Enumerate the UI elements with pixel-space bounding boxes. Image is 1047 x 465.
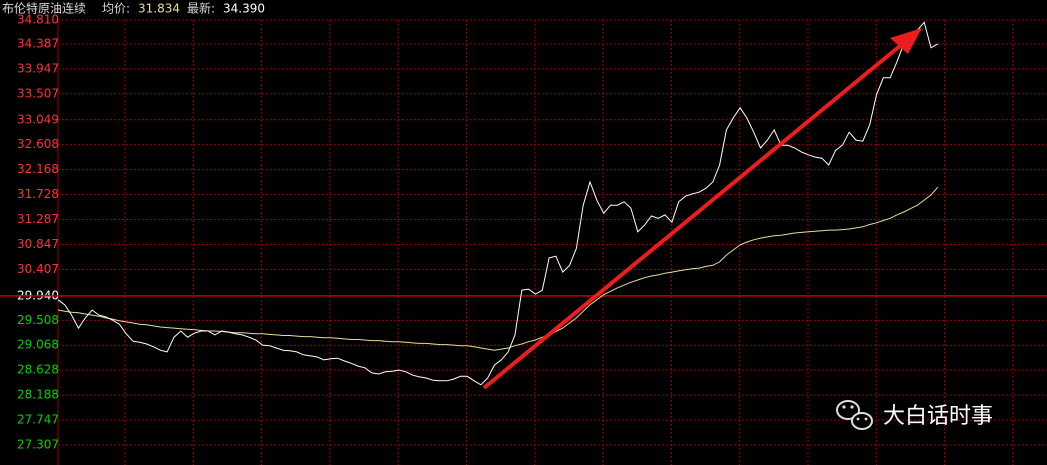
y-tick-label: 33.947 (17, 61, 59, 75)
y-tick-label: 28.628 (17, 363, 59, 377)
y-tick-label: 30.407 (17, 262, 59, 276)
y-tick-label: 33.507 (17, 86, 59, 100)
y-tick-label: 31.728 (17, 187, 59, 201)
y-tick-label: 27.747 (17, 413, 59, 427)
grid: 34.810 34.387 33.947 33.507 33.049 32.608 32.1… (0, 13, 1047, 465)
y-tick-label: 31.287 (17, 212, 59, 226)
last-label: 最新: (187, 1, 215, 16)
watermark-icon (836, 400, 873, 430)
y-tick-label: 29.508 (17, 313, 59, 327)
title: 布伦特原油连续 (2, 1, 86, 16)
plot (57, 21, 939, 386)
arrow-shaft (482, 34, 914, 390)
avg-value: 31.834 (138, 2, 180, 16)
y-tick-label: 29.068 (17, 338, 59, 352)
y-tick-label: 32.608 (17, 137, 59, 151)
y-tick-label: 32.168 (17, 162, 59, 176)
price-line (57, 21, 939, 386)
y-tick-label: 30.847 (17, 237, 59, 251)
watermark: 大白话时事 (883, 404, 993, 429)
last-value: 34.390 (223, 2, 265, 16)
y-tick-label: 27.307 (17, 438, 59, 452)
arrow-head (890, 28, 922, 54)
y-tick-label: 34.810 (17, 13, 59, 27)
y-tick-label: 34.387 (17, 36, 59, 50)
avg-label: 均价: (102, 2, 130, 16)
y-tick-label: 28.188 (17, 388, 59, 402)
y-tick-label: 33.049 (17, 112, 59, 126)
